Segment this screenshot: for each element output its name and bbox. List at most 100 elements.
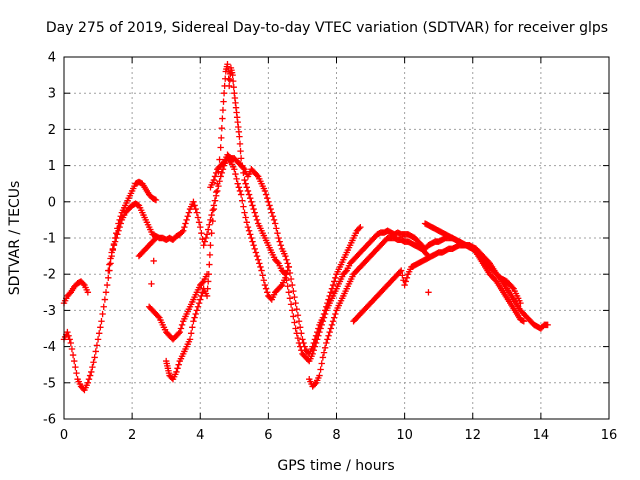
data-point xyxy=(247,231,254,238)
data-point xyxy=(151,236,159,243)
data-point xyxy=(320,314,328,321)
data-point xyxy=(241,176,248,184)
data-point xyxy=(209,217,216,225)
data-point xyxy=(148,280,155,288)
data-point xyxy=(190,318,197,325)
data-point xyxy=(214,187,221,195)
data-point xyxy=(327,325,335,332)
series-arc-b xyxy=(60,278,92,307)
data-point xyxy=(520,318,528,325)
data-point xyxy=(247,194,254,202)
data-point xyxy=(85,375,93,383)
data-point xyxy=(342,268,349,275)
data-point xyxy=(327,289,335,296)
data-point xyxy=(323,339,330,347)
data-point xyxy=(259,272,266,279)
data-point xyxy=(152,196,160,204)
data-point xyxy=(318,321,325,329)
data-point xyxy=(320,349,328,356)
data-point xyxy=(204,285,211,292)
data-point xyxy=(184,213,191,220)
y-axis-label: SDTVAR / TECUs xyxy=(7,181,23,296)
data-point xyxy=(150,257,157,265)
data-point xyxy=(265,198,272,205)
data-point xyxy=(283,256,290,263)
data-point xyxy=(242,214,249,221)
data-point xyxy=(285,263,293,271)
y-tick-label: 2 xyxy=(48,123,56,138)
data-point xyxy=(252,249,260,256)
x-tick-label: 14 xyxy=(533,428,550,443)
data-point xyxy=(192,205,199,213)
data-point xyxy=(71,357,78,365)
data-point xyxy=(206,221,213,228)
data-point xyxy=(217,173,224,180)
data-point xyxy=(178,228,186,236)
data-point xyxy=(204,278,212,285)
data-point xyxy=(208,211,215,219)
data-point xyxy=(67,339,75,347)
data-point xyxy=(312,339,320,347)
data-point xyxy=(191,314,198,321)
data-point xyxy=(318,360,325,367)
data-point xyxy=(218,169,226,177)
data-point xyxy=(91,354,98,361)
data-point xyxy=(311,343,319,350)
data-point xyxy=(225,75,232,82)
data-point xyxy=(206,261,213,268)
x-tick-label: 2 xyxy=(128,428,136,443)
data-point xyxy=(242,180,249,187)
data-point xyxy=(111,238,119,245)
data-point xyxy=(86,372,94,379)
data-point xyxy=(182,220,189,227)
data-point xyxy=(175,330,182,337)
data-point xyxy=(285,289,293,296)
data-point xyxy=(173,368,180,376)
data-point xyxy=(262,191,270,198)
data-point xyxy=(176,328,184,336)
data-point xyxy=(194,214,202,221)
data-point xyxy=(197,223,204,231)
data-point xyxy=(232,170,239,178)
data-point xyxy=(192,310,199,318)
data-point xyxy=(321,310,329,318)
data-point xyxy=(178,321,186,329)
y-tick-label: -3 xyxy=(43,304,56,319)
data-point xyxy=(80,280,87,288)
data-point xyxy=(262,285,270,292)
data-point xyxy=(108,249,115,256)
data-point xyxy=(261,187,269,195)
data-point xyxy=(274,229,281,237)
data-point xyxy=(283,277,290,284)
data-point xyxy=(66,336,73,343)
data-point xyxy=(203,231,211,238)
data-point xyxy=(237,155,245,162)
grid xyxy=(64,57,609,419)
data-point xyxy=(248,234,255,242)
data-point xyxy=(321,344,329,352)
data-point xyxy=(201,238,208,245)
data-point xyxy=(253,216,261,224)
data-point xyxy=(292,299,299,307)
y-tick-label: 4 xyxy=(48,51,56,66)
data-point xyxy=(315,332,322,339)
data-point xyxy=(93,342,101,349)
data-point xyxy=(98,318,105,325)
data-point xyxy=(309,350,316,358)
data-point xyxy=(110,242,118,249)
chart-title: Day 275 of 2019, Sidereal Day-to-day VTE… xyxy=(46,20,608,36)
data-point xyxy=(102,289,110,296)
data-point xyxy=(107,255,114,262)
data-point xyxy=(174,365,181,372)
data-point xyxy=(101,296,109,303)
data-point xyxy=(326,328,333,336)
data-point xyxy=(92,348,99,355)
data-point xyxy=(69,351,77,359)
plot-frame xyxy=(63,56,610,420)
series-arc-c xyxy=(105,155,293,303)
data-point xyxy=(209,207,216,214)
data-point xyxy=(191,202,198,209)
data-point xyxy=(289,307,296,314)
x-tick-label: 10 xyxy=(396,428,413,443)
